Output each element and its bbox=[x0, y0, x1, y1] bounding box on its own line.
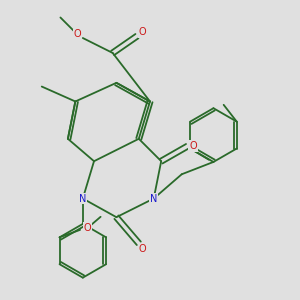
Text: N: N bbox=[79, 194, 86, 203]
Text: O: O bbox=[74, 29, 81, 39]
Text: N: N bbox=[150, 194, 158, 203]
Text: O: O bbox=[139, 27, 146, 38]
Text: O: O bbox=[189, 141, 197, 151]
Text: O: O bbox=[139, 244, 146, 254]
Text: O: O bbox=[84, 223, 91, 233]
